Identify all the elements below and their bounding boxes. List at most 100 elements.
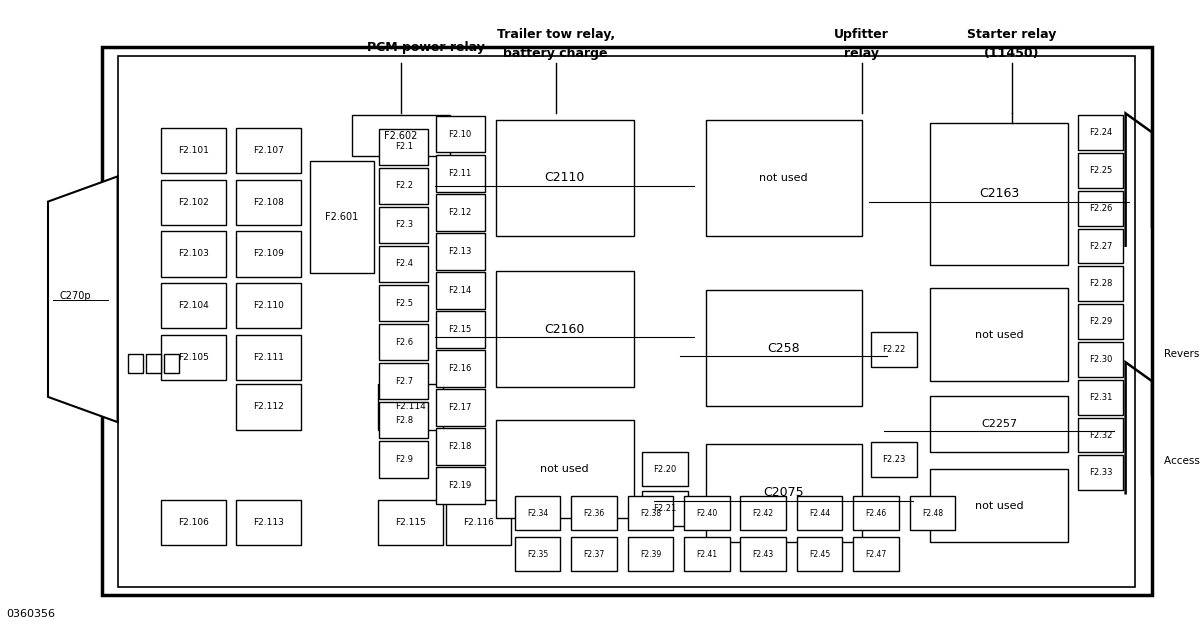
Text: C2110: C2110: [545, 171, 584, 185]
Text: F2.4: F2.4: [395, 260, 413, 268]
Bar: [910, 496, 955, 530]
Bar: [1078, 380, 1123, 415]
Text: F2.29: F2.29: [1088, 317, 1112, 326]
Bar: [102, 47, 1152, 595]
Text: Accessory d...: Accessory d...: [1164, 456, 1200, 466]
Text: F2.9: F2.9: [395, 455, 413, 464]
Bar: [930, 288, 1068, 381]
Text: F2.19: F2.19: [449, 481, 472, 490]
Text: F2.113: F2.113: [253, 518, 284, 527]
Bar: [797, 496, 842, 530]
Bar: [161, 128, 226, 173]
Text: C2257: C2257: [980, 419, 1018, 429]
Bar: [1078, 153, 1123, 188]
Bar: [146, 354, 161, 373]
Bar: [379, 129, 428, 165]
Bar: [436, 233, 485, 270]
Bar: [352, 115, 450, 156]
Bar: [379, 324, 428, 360]
Bar: [1078, 191, 1123, 226]
Bar: [1078, 342, 1123, 377]
Text: not used: not used: [760, 173, 808, 183]
Text: F2.11: F2.11: [449, 169, 472, 178]
Bar: [853, 537, 899, 571]
Bar: [310, 161, 374, 273]
Text: F2.7: F2.7: [395, 377, 413, 386]
Bar: [236, 231, 301, 277]
Text: F2.106: F2.106: [178, 518, 209, 527]
Text: F2.8: F2.8: [395, 416, 413, 425]
Bar: [871, 332, 917, 367]
Text: F2.45: F2.45: [809, 549, 830, 559]
Bar: [1078, 115, 1123, 150]
Text: F2.25: F2.25: [1088, 166, 1112, 175]
Text: F2.46: F2.46: [865, 508, 887, 518]
Text: F2.2: F2.2: [395, 181, 413, 190]
Bar: [436, 350, 485, 387]
Text: F2.111: F2.111: [253, 353, 284, 362]
Bar: [436, 389, 485, 426]
Bar: [930, 469, 1068, 542]
Bar: [236, 500, 301, 545]
Bar: [379, 168, 428, 204]
Text: F2.5: F2.5: [395, 299, 413, 307]
Text: F2.115: F2.115: [395, 518, 426, 527]
Bar: [684, 496, 730, 530]
Text: F2.12: F2.12: [449, 208, 472, 217]
Bar: [236, 180, 301, 225]
Text: F2.112: F2.112: [253, 403, 284, 411]
Bar: [161, 335, 226, 380]
Bar: [436, 467, 485, 504]
Text: F2.102: F2.102: [178, 198, 209, 207]
Text: F2.105: F2.105: [178, 353, 209, 362]
Bar: [379, 207, 428, 243]
Text: C2160: C2160: [545, 323, 584, 336]
Text: F2.47: F2.47: [865, 549, 887, 559]
Text: F2.101: F2.101: [178, 146, 209, 155]
Text: F2.48: F2.48: [922, 508, 943, 518]
Bar: [684, 537, 730, 571]
Bar: [496, 271, 634, 387]
Bar: [379, 246, 428, 282]
Text: F2.26: F2.26: [1088, 203, 1112, 213]
Text: F2.15: F2.15: [449, 325, 472, 334]
Bar: [436, 428, 485, 465]
Bar: [128, 354, 143, 373]
Text: F2.31: F2.31: [1088, 392, 1112, 402]
Bar: [378, 384, 443, 430]
Text: F2.114: F2.114: [395, 403, 426, 411]
Bar: [436, 272, 485, 309]
Text: F2.116: F2.116: [463, 518, 494, 527]
Text: F2.41: F2.41: [696, 549, 718, 559]
Bar: [1078, 418, 1123, 452]
Text: F2.37: F2.37: [583, 549, 605, 559]
Text: C258: C258: [767, 341, 800, 355]
Text: F2.32: F2.32: [1088, 430, 1112, 440]
Bar: [871, 442, 917, 477]
Text: F2.24: F2.24: [1088, 128, 1112, 137]
Bar: [740, 537, 786, 571]
Text: F2.6: F2.6: [395, 338, 413, 346]
Text: F2.34: F2.34: [527, 508, 548, 518]
Bar: [379, 285, 428, 321]
Bar: [161, 500, 226, 545]
Bar: [642, 491, 688, 526]
Text: F2.109: F2.109: [253, 249, 284, 258]
Bar: [236, 283, 301, 328]
Text: Reversing la...: Reversing la...: [1164, 349, 1200, 359]
Bar: [571, 496, 617, 530]
Bar: [797, 537, 842, 571]
Bar: [515, 537, 560, 571]
Bar: [379, 441, 428, 478]
Text: C270p: C270p: [60, 291, 91, 301]
Text: F2.13: F2.13: [449, 247, 472, 256]
Bar: [236, 335, 301, 380]
Text: Trailer tow relay,: Trailer tow relay,: [497, 28, 614, 41]
Bar: [161, 231, 226, 277]
Text: F2.40: F2.40: [696, 508, 718, 518]
Bar: [161, 283, 226, 328]
Text: F2.602: F2.602: [384, 131, 418, 140]
Bar: [436, 194, 485, 231]
Bar: [1078, 455, 1123, 490]
Bar: [740, 496, 786, 530]
